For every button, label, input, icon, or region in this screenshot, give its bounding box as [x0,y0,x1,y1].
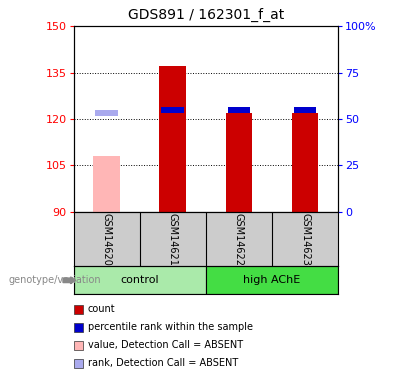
Bar [206,266,338,294]
Text: control: control [121,275,159,285]
Bar [226,113,252,212]
Bar [294,107,316,113]
Text: genotype/variation: genotype/variation [8,275,101,285]
Bar [95,110,118,116]
Title: GDS891 / 162301_f_at: GDS891 / 162301_f_at [128,8,284,22]
Text: value, Detection Call = ABSENT: value, Detection Call = ABSENT [88,340,243,350]
Text: count: count [88,304,116,314]
Bar [74,266,206,294]
Text: percentile rank within the sample: percentile rank within the sample [88,322,253,332]
Bar [93,156,120,212]
Text: GSM14620: GSM14620 [102,213,112,266]
Bar [292,113,318,212]
Text: high AChE: high AChE [243,275,301,285]
Bar [160,66,186,212]
Text: GSM14623: GSM14623 [300,213,310,266]
Text: GSM14622: GSM14622 [234,213,244,266]
Text: GSM14621: GSM14621 [168,213,178,266]
Text: rank, Detection Call = ABSENT: rank, Detection Call = ABSENT [88,358,238,368]
Bar [228,107,250,113]
Bar [161,107,184,113]
